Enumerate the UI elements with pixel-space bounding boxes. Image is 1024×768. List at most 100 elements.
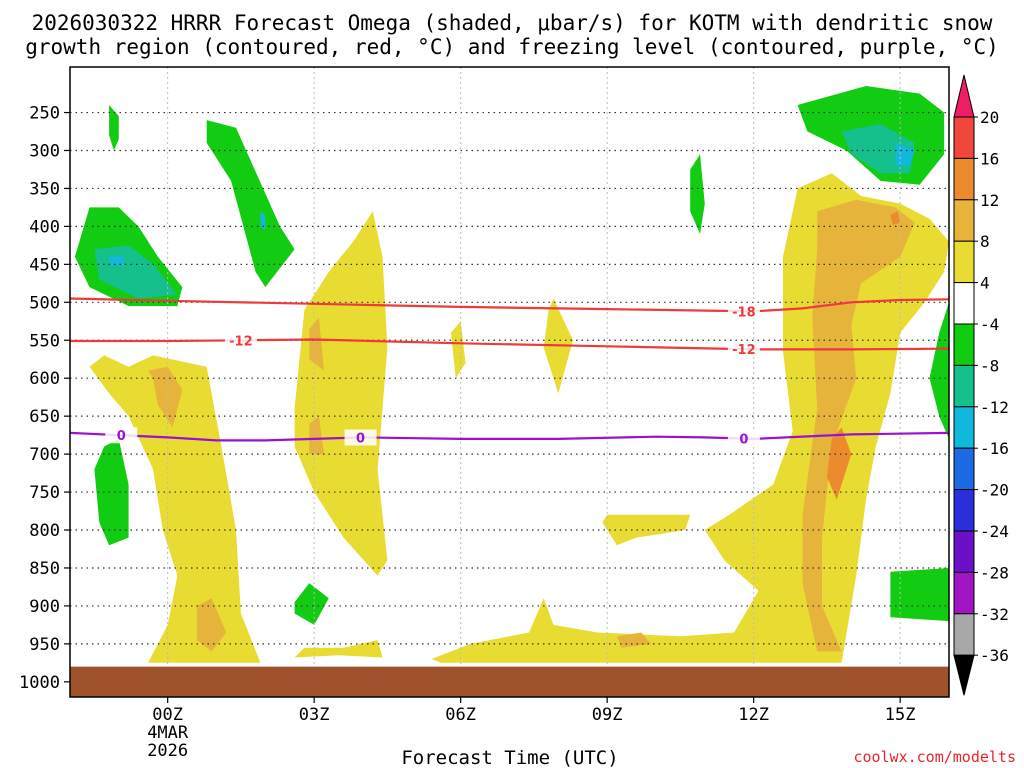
contour-label-dgz-18: -18 xyxy=(732,305,756,320)
contour-label-bg xyxy=(105,427,138,444)
contour-label-bg xyxy=(344,429,377,446)
y-tick-label: 900 xyxy=(29,597,60,617)
colorbar-label: 8 xyxy=(980,232,990,251)
y-tick-label: 750 xyxy=(29,483,60,503)
omega-region-15 xyxy=(148,366,183,428)
y-tick-label: 300 xyxy=(29,141,60,161)
y-tick-label: 250 xyxy=(29,104,60,124)
colorbar-label: 20 xyxy=(980,108,999,127)
contour-label-bg xyxy=(224,332,257,349)
y-tick-label: 650 xyxy=(29,407,60,427)
colorbar-swatch xyxy=(953,447,975,491)
omega-region-23 xyxy=(602,514,691,546)
colorbar-swatch xyxy=(953,157,975,201)
contour-label-bg xyxy=(727,303,760,320)
y-tick-label: 550 xyxy=(29,331,60,351)
omega-region-25 xyxy=(802,199,915,652)
omega-region-12 xyxy=(929,302,949,439)
chart-title-line2: growth region (contoured, red, °C) and f… xyxy=(25,35,999,59)
date-label-month: 4MAR xyxy=(147,723,189,743)
x-tick-label: 03Z xyxy=(299,705,330,725)
omega-region-20 xyxy=(294,640,383,658)
colorbar-label: 4 xyxy=(980,274,990,293)
contour-dgz-18 xyxy=(70,297,949,313)
colorbar-swatch xyxy=(953,323,975,366)
temperature-contours: -18 -12 -12 0 0 0 xyxy=(70,297,949,448)
y-tick-label: 950 xyxy=(29,635,60,655)
colorbar-bottom-arrow xyxy=(953,654,975,696)
colorbar-swatch xyxy=(953,364,975,408)
omega-region-5 xyxy=(260,211,266,231)
contour-label-freezing-level: 0 xyxy=(117,429,126,444)
omega-region-14 xyxy=(89,355,261,663)
omega-region-8 xyxy=(690,154,705,234)
colorbar-label: -32 xyxy=(980,605,1009,624)
omega-region-0 xyxy=(109,105,119,151)
y-tick-label: 1000 xyxy=(19,673,60,693)
colorbar-label: -24 xyxy=(980,522,1009,541)
colorbar-swatch xyxy=(953,240,975,284)
omega-shading xyxy=(74,86,949,663)
colorbar-swatch xyxy=(953,282,975,325)
colorbar-label: -12 xyxy=(980,398,1009,417)
colorbar-swatch xyxy=(953,613,975,656)
contour-label-freezing-level: 0 xyxy=(356,431,365,446)
omega-region-18 xyxy=(309,317,324,371)
omega-region-19 xyxy=(309,416,324,455)
y-tick-label: 400 xyxy=(29,217,60,237)
y-tick-label: 500 xyxy=(29,293,60,313)
colorbar-top-arrow xyxy=(953,74,975,118)
omega-region-6 xyxy=(94,438,129,546)
contour-label-dgz-12: -12 xyxy=(732,343,756,358)
colorbar-label: -36 xyxy=(980,646,1009,665)
y-tick-label: 600 xyxy=(29,369,60,389)
x-axis: 00Z 03Z 06Z 09Z 12Z 15Z xyxy=(152,697,916,725)
omega-region-4 xyxy=(206,120,295,288)
omega-region-21 xyxy=(450,321,466,379)
colorbar-swatch xyxy=(953,571,975,615)
colorbar-label: 16 xyxy=(980,149,999,168)
omega-region-7 xyxy=(294,583,329,625)
credit-text: coolwx.com/modelts xyxy=(853,748,1016,766)
contour-label-bg xyxy=(727,430,760,447)
ground xyxy=(70,666,949,697)
colorbar-label: -16 xyxy=(980,439,1009,458)
x-tick-label: 06Z xyxy=(445,705,476,725)
omega-region-27 xyxy=(890,211,901,225)
contour-dgz-12 xyxy=(70,338,949,351)
omega-region-17 xyxy=(294,211,388,576)
x-tick-label: 12Z xyxy=(738,705,769,725)
x-tick-label: 09Z xyxy=(592,705,623,725)
omega-region-13 xyxy=(890,568,949,622)
colorbar-label: 12 xyxy=(980,191,999,210)
y-axis: 250 300 350 400 450 500 550 600 650 700 750 800 850 9… xyxy=(19,104,70,693)
y-tick-label: 450 xyxy=(29,255,60,275)
date-label-year: 2026 xyxy=(147,741,188,761)
colorbar: 20 16 12 8 4 -4 -8 -12 -16 -20 -24 -28 -32 -36 xyxy=(953,74,1009,696)
chart-title-line1: 2026030322 HRRR Forecast Omega (shaded, … xyxy=(32,11,993,35)
contour-label-freezing-level: 0 xyxy=(739,433,748,448)
y-tick-label: 350 xyxy=(29,179,60,199)
colorbar-swatch xyxy=(953,116,975,159)
colorbar-label: -28 xyxy=(980,563,1009,582)
x-tick-label: 15Z xyxy=(885,705,916,725)
contour-label-bg xyxy=(727,341,760,358)
grid-lines xyxy=(70,67,949,697)
x-tick-label: 00Z xyxy=(152,705,183,725)
colorbar-label: -8 xyxy=(980,356,999,375)
x-axis-label: Forecast Time (UTC) xyxy=(401,747,618,768)
y-tick-label: 700 xyxy=(29,445,60,465)
colorbar-label: -20 xyxy=(980,481,1009,500)
colorbar-label: -4 xyxy=(980,315,999,334)
colorbar-swatch xyxy=(953,489,975,532)
colorbar-swatch xyxy=(953,406,975,449)
omega-region-3 xyxy=(109,256,124,266)
colorbar-swatch xyxy=(953,530,975,573)
y-tick-label: 800 xyxy=(29,521,60,541)
omega-region-28 xyxy=(826,427,852,500)
omega-region-16 xyxy=(197,598,227,652)
contour-label-dgz-12: -12 xyxy=(229,334,253,349)
y-tick-label: 850 xyxy=(29,559,60,579)
colorbar-swatch xyxy=(953,199,975,242)
plot-frame xyxy=(69,66,950,698)
